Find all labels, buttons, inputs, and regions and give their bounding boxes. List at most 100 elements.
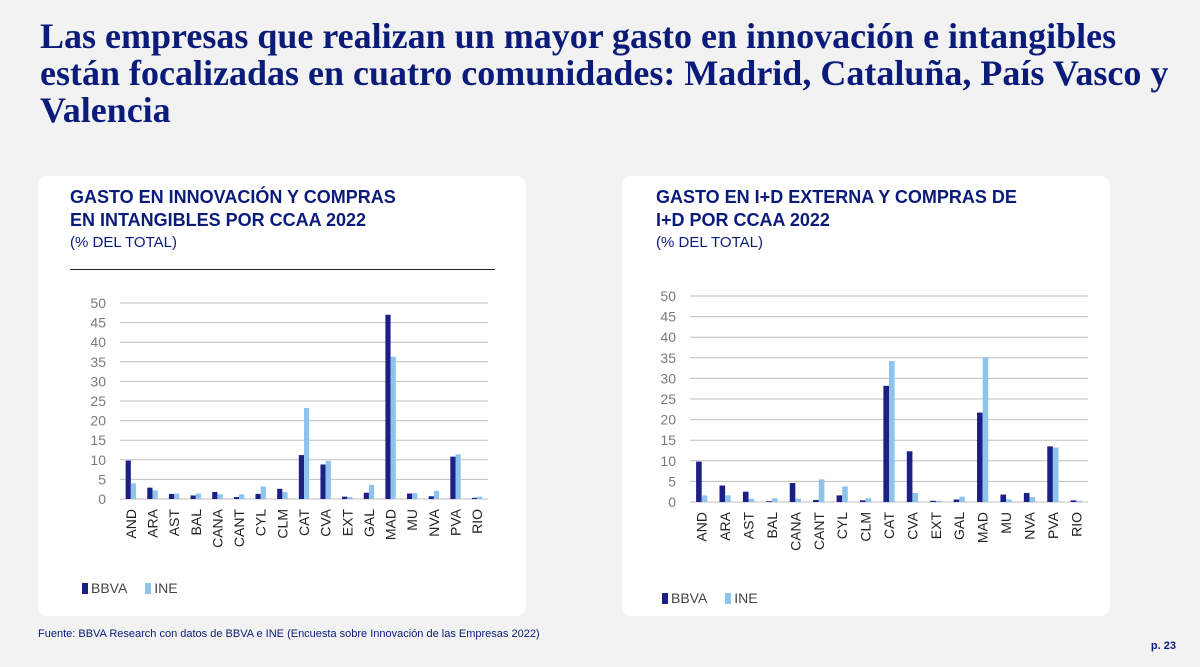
- chart-card-rd: GASTO EN I+D EXTERNA Y COMPRAS DE I+D PO…: [622, 176, 1110, 616]
- bar-ine-nva: [433, 490, 440, 499]
- bar-bbva-ara: [719, 485, 726, 502]
- bar-bbva-pva: [450, 456, 456, 499]
- x-tick-label: NVA: [426, 508, 442, 536]
- x-tick-label: GAL: [361, 509, 377, 537]
- bar-ine-cant: [818, 479, 825, 502]
- bar-ine-pva: [455, 454, 461, 499]
- x-tick-label: ARA: [144, 508, 160, 537]
- bar-bbva-gal: [363, 492, 369, 499]
- bar-bbva-pva: [1047, 446, 1053, 502]
- x-tick-label: MAD: [975, 512, 991, 543]
- bar-ine-and: [701, 495, 708, 502]
- x-tick-label: ARA: [717, 511, 733, 540]
- bar-ine-gal: [368, 484, 375, 499]
- y-tick-label: 10: [90, 452, 106, 468]
- bar-bbva-ara: [147, 487, 153, 499]
- chart-title-line: I+D POR CCAA 2022: [656, 210, 830, 230]
- bar-chart-innovation: 0 5 10 15 20 25 30 35 40 45 50 AND ARA AST BAL CANA CANT…: [90, 295, 488, 548]
- page-number: p. 23: [1150, 640, 1176, 652]
- y-tick-label: 40: [660, 329, 676, 345]
- bar-bbva-cana: [212, 491, 218, 499]
- x-tick-label: AND: [694, 512, 710, 542]
- bar-bbva-ext: [930, 500, 936, 502]
- bar-ine-bal: [195, 493, 201, 499]
- bar-ine-ast: [174, 493, 180, 499]
- bar-ine-cana: [217, 494, 223, 499]
- bar-ine-nva: [1029, 497, 1036, 502]
- chart-subtitle: (% DEL TOTAL): [656, 234, 763, 251]
- chart-subtitle: (% DEL TOTAL): [70, 234, 177, 251]
- bar-ine-cva: [325, 460, 331, 499]
- bar-ine-mu: [1006, 499, 1012, 502]
- bar-ine-cat: [304, 408, 310, 499]
- x-tick-label: CLM: [858, 512, 874, 542]
- y-tick-label: 20: [660, 412, 676, 428]
- legend-item-ine: INE: [725, 590, 758, 606]
- x-tick-label: CANA: [787, 511, 803, 551]
- y-tick-label: 20: [90, 413, 106, 429]
- legend-label: INE: [734, 590, 758, 606]
- x-tick-label: NVA: [1021, 511, 1037, 539]
- x-tick-label: AST: [741, 512, 757, 540]
- bar-ine-clm: [865, 498, 872, 502]
- bar-bbva-bal: [190, 495, 196, 499]
- chart-title-line: GASTO EN I+D EXTERNA Y COMPRAS DE: [656, 187, 1017, 207]
- y-tick-label: 45: [660, 309, 676, 325]
- x-tick-label: CLM: [274, 509, 290, 539]
- legend-item-bbva: BBVA: [662, 590, 707, 606]
- bar-bbva-ast: [742, 491, 749, 502]
- legend-swatch-ine: [145, 582, 152, 594]
- bar-ine-ext: [935, 500, 942, 502]
- legend-label: BBVA: [671, 590, 708, 606]
- chart-title: GASTO EN INNOVACIÓN Y COMPRAS EN INTANGI…: [70, 186, 396, 232]
- y-tick-label: 25: [660, 391, 676, 407]
- legend-item-ine: INE: [145, 580, 178, 596]
- x-tick-label: CVA: [904, 511, 920, 539]
- chart-title: GASTO EN I+D EXTERNA Y COMPRAS DE I+D PO…: [656, 186, 1017, 232]
- bar-bbva-bal: [766, 501, 772, 502]
- bar-ine-cyl: [842, 486, 848, 502]
- bar-bbva-clm: [277, 488, 283, 499]
- y-tick-label: 30: [660, 370, 676, 386]
- bar-ine-bal: [771, 498, 778, 502]
- x-tick-label: MAD: [383, 509, 399, 540]
- x-tick-label: BAL: [188, 509, 204, 536]
- bar-ine-rio: [477, 496, 483, 499]
- x-tick-label: PVA: [448, 508, 464, 536]
- title-divider: [70, 269, 495, 270]
- x-tick-label: AND: [123, 509, 139, 539]
- x-tick-label: CVA: [318, 508, 334, 536]
- y-tick-label: 0: [98, 491, 106, 507]
- y-tick-label: 35: [660, 350, 676, 366]
- y-tick-label: 15: [90, 432, 106, 448]
- bar-bbva-mad: [977, 412, 983, 502]
- bar-bbva-cva: [906, 451, 913, 502]
- bar-bbva-mad: [385, 314, 391, 499]
- bar-ine-ext: [347, 497, 353, 499]
- bar-bbva-gal: [953, 499, 960, 502]
- legend-swatch-ine: [725, 592, 732, 604]
- y-tick-label: 50: [660, 288, 676, 304]
- bar-bbva-cat: [298, 455, 304, 499]
- bar-ine-pva: [1052, 447, 1059, 502]
- bar-ine-mu: [412, 493, 418, 499]
- x-tick-label: PVA: [1045, 511, 1061, 539]
- y-tick-label: 0: [668, 494, 676, 510]
- bar-ine-rio: [1076, 500, 1082, 502]
- bar-chart-rd: 0 5 10 15 20 25 30 35 40 45 50 AND ARA AST BAL CANA CANT…: [660, 288, 1088, 551]
- chart-card-innovation: GASTO EN INNOVACIÓN Y COMPRAS EN INTANGI…: [38, 176, 526, 616]
- y-tick-label: 30: [90, 373, 106, 389]
- x-tick-label: EXT: [339, 509, 355, 537]
- x-tick-label: CANT: [231, 509, 247, 548]
- bar-bbva-cant: [233, 497, 240, 499]
- bar-bbva-nva: [1023, 492, 1030, 502]
- x-tick-label: GAL: [951, 512, 967, 540]
- bar-bbva-cat: [883, 385, 889, 502]
- bar-bbva-cana: [789, 483, 796, 502]
- bar-ine-ara: [725, 495, 731, 502]
- x-tick-label: AST: [166, 509, 182, 537]
- bar-ine-clm: [282, 491, 288, 499]
- y-tick-label: 40: [90, 334, 106, 350]
- bar-bbva-rio: [1070, 500, 1077, 502]
- bar-ine-mad: [982, 357, 989, 502]
